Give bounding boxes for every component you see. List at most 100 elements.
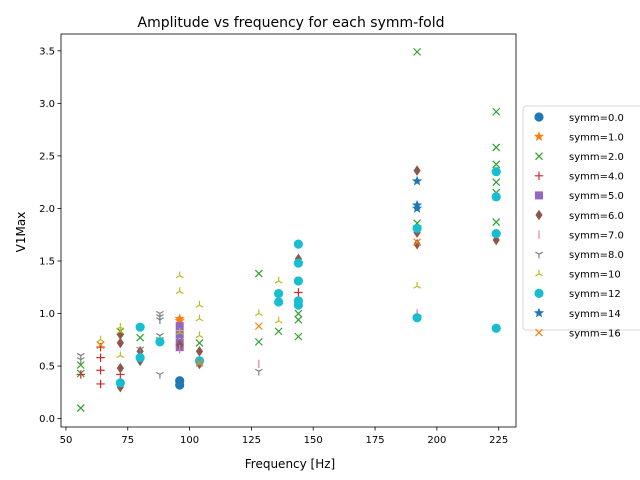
legend-entry: symm=14 [533, 307, 621, 320]
legend-label: symm=10 [569, 270, 621, 281]
data-point [412, 313, 422, 323]
legend-marker [533, 307, 545, 318]
data-point [195, 346, 204, 357]
legend-marker [535, 269, 543, 277]
legend-entry: symm=7.0 [538, 230, 624, 241]
series-symm-14 [411, 175, 423, 213]
y-tick-label: 3.0 [39, 99, 55, 110]
data-point [412, 223, 422, 233]
legend-entry: symm=2.0 [535, 152, 624, 163]
legend-label: symm=2.0 [569, 152, 624, 163]
data-point [175, 330, 184, 339]
legend-box [522, 105, 640, 331]
legend-marker [535, 191, 543, 200]
x-tick-label: 150 [304, 435, 323, 446]
data-point [492, 178, 501, 187]
data-point [293, 300, 303, 310]
data-point [254, 368, 263, 376]
data-point [116, 329, 124, 340]
y-tick-label: 2.0 [39, 204, 55, 215]
data-point [175, 380, 185, 390]
series-symm-0-0 [175, 376, 185, 390]
data-point [76, 357, 85, 364]
data-point [274, 288, 284, 299]
data-point [274, 327, 283, 336]
y-axis-label: V1Max [14, 212, 28, 253]
x-tick-label: 75 [121, 435, 134, 446]
data-point [491, 229, 501, 239]
legend-entry: symm=12 [534, 288, 621, 300]
data-point [175, 328, 184, 336]
legend-entry: symm=5.0 [535, 191, 624, 202]
y-tick-label: 2.5 [39, 151, 55, 162]
data-point [492, 107, 501, 116]
chart-title: Amplitude vs frequency for each symm-fol… [138, 15, 445, 31]
legend-label: symm=12 [569, 289, 621, 300]
legend-marker [533, 131, 545, 141]
data-point [491, 323, 501, 333]
data-point [254, 309, 263, 317]
data-point [413, 47, 422, 56]
data-point [135, 353, 145, 363]
data-point [195, 331, 204, 339]
x-tick-label: 50 [60, 435, 73, 446]
y-tick-label: 1.5 [39, 256, 55, 267]
data-point [411, 203, 423, 213]
legend-label: symm=0.0 [569, 113, 624, 124]
data-point [491, 167, 501, 177]
x-tick-label: 125 [242, 435, 261, 446]
data-point [176, 339, 184, 351]
data-point [254, 322, 263, 331]
x-tick-label: 175 [366, 435, 385, 446]
data-point [293, 258, 303, 268]
data-point [294, 309, 303, 318]
data-point [254, 269, 263, 278]
legend-label: symm=7.0 [569, 230, 624, 241]
data-point [115, 378, 125, 388]
data-point [413, 165, 421, 176]
data-point [195, 300, 204, 308]
data-point [76, 404, 85, 413]
legend-label: symm=6.0 [569, 211, 624, 222]
data-point [195, 358, 204, 367]
series-symm-12 [115, 167, 501, 388]
legend: symm=0.0 symm=1.0 symm=2.0 symm=4.0 symm=5.0… [522, 105, 640, 339]
plot-frame [60, 33, 517, 428]
data-point [156, 371, 164, 379]
legend-entry: symm=8.0 [535, 250, 624, 261]
data-point [492, 143, 501, 152]
data-point [175, 322, 184, 331]
series-symm-8-0 [76, 310, 263, 379]
data-point [413, 238, 422, 246]
data-point [194, 356, 205, 366]
legend-entry: symm=6.0 [535, 209, 624, 222]
data-point [294, 288, 303, 297]
series-symm-16 [96, 238, 422, 367]
legend-marker [535, 152, 543, 161]
data-point [254, 337, 263, 346]
data-point [135, 322, 145, 332]
x-tick-label: 100 [180, 435, 199, 446]
legend-label: symm=8.0 [569, 250, 624, 261]
data-point [156, 317, 164, 325]
legend-entry: symm=10 [535, 269, 621, 281]
data-point [155, 337, 165, 347]
data-point [96, 353, 105, 362]
legend-marker [534, 112, 544, 122]
plot-area [61, 34, 516, 427]
data-point [293, 239, 303, 249]
data-points [76, 47, 501, 413]
data-point [195, 339, 204, 347]
legend-marker [535, 328, 543, 337]
data-point [411, 175, 423, 186]
data-point [175, 271, 184, 279]
data-point [491, 192, 501, 202]
data-point [294, 315, 303, 324]
data-point [492, 218, 501, 227]
data-point [116, 327, 125, 334]
data-point [76, 370, 85, 379]
data-point [76, 352, 85, 360]
axes: 50 75 100 125 150 175 200 225 0.0 0.5 1.0 1.5 2.0 2.5… [39, 46, 508, 446]
legend-label: symm=5.0 [569, 191, 624, 202]
